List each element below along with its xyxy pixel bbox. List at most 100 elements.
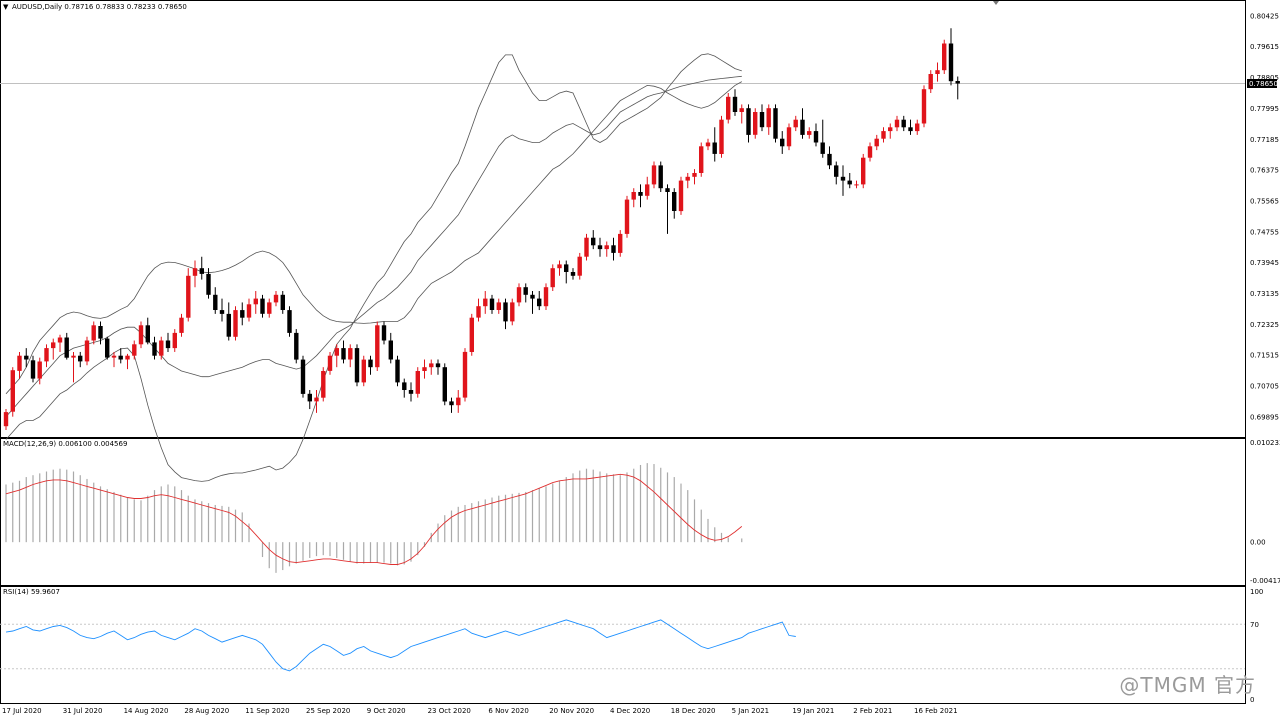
chart-shift-icon[interactable] bbox=[993, 1, 999, 5]
candle-body bbox=[37, 361, 42, 379]
candle-body bbox=[287, 310, 292, 333]
date-tick: 4 Dec 2020 bbox=[610, 707, 650, 715]
price-tick: 0.76375 bbox=[1250, 167, 1279, 175]
candle-body bbox=[564, 264, 569, 272]
candle-body bbox=[928, 74, 933, 90]
macd-axis: 0.010233 0.00 -0.004176 bbox=[1250, 439, 1280, 585]
candle-body bbox=[935, 70, 940, 74]
candle-body bbox=[881, 131, 886, 139]
candle-body bbox=[199, 268, 204, 274]
candle-body bbox=[159, 340, 164, 356]
candle-body bbox=[678, 180, 684, 212]
price-tick: 0.70705 bbox=[1250, 383, 1279, 391]
date-tick: 5 Jan 2021 bbox=[732, 707, 770, 715]
candle-body bbox=[948, 43, 954, 82]
candle-body bbox=[186, 275, 191, 318]
candle-body bbox=[847, 180, 852, 185]
candle-body bbox=[827, 153, 832, 166]
candle-body bbox=[921, 89, 927, 124]
date-tick: 9 Oct 2020 bbox=[367, 707, 406, 715]
current-price-label: 0.78650 bbox=[1249, 80, 1278, 88]
candle-body bbox=[557, 264, 562, 269]
candle-body bbox=[888, 127, 893, 132]
candle-body bbox=[631, 192, 636, 200]
candle-body bbox=[550, 268, 555, 288]
candle-body bbox=[638, 192, 643, 196]
candle-body bbox=[611, 245, 616, 253]
date-axis: 17 Jul 2020 31 Jul 2020 14 Aug 2020 28 A… bbox=[2, 707, 958, 715]
candle-body bbox=[314, 397, 319, 402]
candle-body bbox=[294, 332, 299, 360]
candle-body bbox=[111, 355, 117, 358]
candle-body bbox=[442, 367, 447, 402]
candle-body bbox=[341, 348, 346, 360]
rsi-axis: 100 70 0 bbox=[1250, 588, 1263, 704]
candle-body bbox=[840, 176, 846, 181]
candle-body bbox=[361, 359, 366, 383]
candle-body bbox=[51, 342, 56, 349]
date-tick: 16 Feb 2021 bbox=[914, 707, 958, 715]
candle-body bbox=[894, 119, 900, 128]
candle-body bbox=[98, 326, 103, 339]
candle-body bbox=[834, 165, 839, 177]
candle-body bbox=[3, 412, 9, 427]
macd-signal-line bbox=[5, 473, 743, 565]
candle-body bbox=[71, 355, 76, 358]
bollinger-upper-line bbox=[5, 81, 742, 395]
date-tick: 28 Aug 2020 bbox=[184, 707, 229, 715]
candle-body bbox=[152, 342, 157, 356]
candle-body bbox=[530, 294, 535, 299]
date-tick: 2 Feb 2021 bbox=[853, 707, 892, 715]
candle-body bbox=[570, 272, 576, 276]
candle-body bbox=[334, 348, 339, 356]
rsi-label: RSI(14) 59.9607 bbox=[3, 588, 60, 596]
candle-body bbox=[496, 302, 501, 310]
candle-body bbox=[618, 233, 623, 253]
price-tick: 0.72325 bbox=[1250, 321, 1279, 329]
date-tick: 19 Jan 2021 bbox=[792, 707, 834, 715]
candle-body bbox=[874, 138, 879, 147]
rsi-panel-frame bbox=[0, 586, 1246, 704]
candle-body bbox=[908, 127, 913, 132]
candle-body bbox=[240, 310, 245, 318]
candle-body bbox=[786, 127, 792, 147]
candle-body bbox=[307, 393, 312, 402]
candle-body bbox=[462, 351, 468, 398]
date-tick: 31 Jul 2020 bbox=[63, 707, 103, 715]
candle-body bbox=[732, 96, 738, 112]
candle-body bbox=[429, 363, 434, 368]
date-tick: 11 Sep 2020 bbox=[245, 707, 289, 715]
candle-body bbox=[624, 199, 630, 234]
candle-body bbox=[793, 119, 798, 128]
symbol-info-label: AUDUSD,Daily 0.78716 0.78833 0.78233 0.7… bbox=[12, 3, 187, 11]
candle-body bbox=[348, 348, 353, 360]
price-axis: 0.80425 0.79615 0.78805 0.77995 0.77185 … bbox=[1250, 12, 1279, 421]
candle-body bbox=[408, 390, 414, 394]
symbol-triangle-icon[interactable]: ▼ bbox=[3, 3, 9, 11]
candle-body bbox=[10, 370, 15, 412]
candle-body bbox=[813, 131, 819, 143]
bollinger-lower-line bbox=[5, 53, 742, 482]
macd-tick: -0.004176 bbox=[1250, 577, 1280, 585]
rsi-tick: 100 bbox=[1250, 588, 1263, 596]
candle-body bbox=[516, 287, 522, 303]
candle-body bbox=[699, 146, 704, 173]
candle-body bbox=[942, 43, 947, 71]
candle-body bbox=[523, 287, 528, 295]
price-tick: 0.77185 bbox=[1250, 136, 1279, 144]
bollinger-middle-line bbox=[5, 75, 742, 417]
candle-body bbox=[327, 355, 333, 371]
candle-body bbox=[260, 298, 265, 314]
candle-body bbox=[604, 245, 609, 250]
price-tick: 0.69895 bbox=[1250, 413, 1279, 421]
candle-body bbox=[705, 142, 711, 147]
watermark: @TMGM 官方 bbox=[1119, 673, 1256, 697]
candle-body bbox=[861, 157, 866, 185]
price-tick: 0.78805 bbox=[1250, 74, 1279, 82]
candle-body bbox=[395, 359, 400, 383]
candle-body bbox=[253, 298, 258, 305]
date-tick: 17 Jul 2020 bbox=[2, 707, 42, 715]
candle-body bbox=[165, 340, 171, 349]
